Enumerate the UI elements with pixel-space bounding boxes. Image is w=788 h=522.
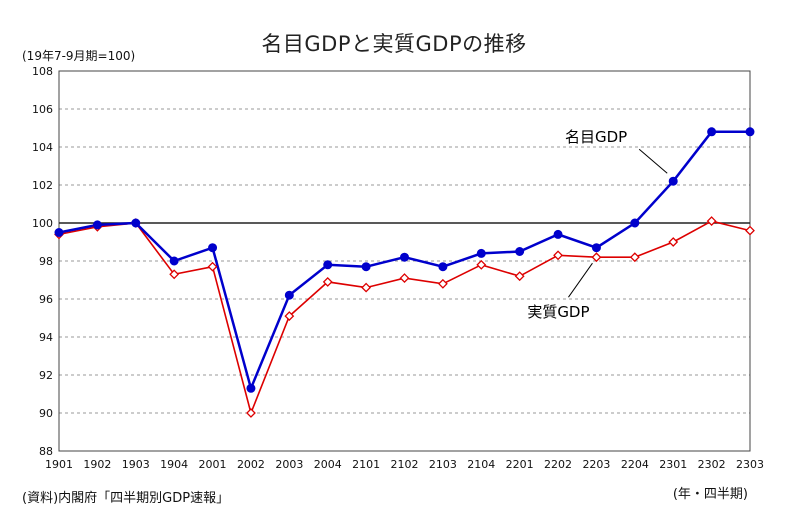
data-point-nominal-gdp [131, 218, 141, 228]
data-point-real-gdp [437, 278, 448, 289]
y-tick-label: 98 [39, 255, 53, 268]
x-tick-label: 2003 [275, 458, 303, 471]
x-tick-label: 1903 [122, 458, 150, 471]
y-tick-label: 100 [32, 217, 53, 230]
data-point-real-gdp [284, 311, 295, 322]
x-tick-label: 2202 [544, 458, 572, 471]
x-axis-unit-label: (年・四半期) [672, 487, 748, 502]
annotation-label-real-gdp: 実質GDP [527, 303, 589, 321]
data-point-nominal-gdp [591, 243, 601, 253]
data-point-real-gdp [361, 282, 372, 293]
data-point-nominal-gdp [92, 220, 102, 230]
x-tick-label: 2204 [621, 458, 649, 471]
x-tick-label: 2201 [506, 458, 534, 471]
annotation-leader-nominal [638, 148, 668, 174]
x-tick-label: 2001 [199, 458, 227, 471]
data-point-nominal-gdp [400, 252, 409, 262]
source-label: (資料)内閣府「四半期別GDP速報」 [22, 491, 230, 506]
y-tick-label: 92 [39, 369, 53, 382]
y-tick-label: 104 [32, 141, 53, 154]
plot-frame [58, 70, 751, 452]
data-point-real-gdp [745, 225, 755, 236]
data-point-nominal-gdp [438, 262, 448, 272]
x-tick-label: 2203 [582, 458, 610, 471]
data-point-real-gdp [514, 271, 525, 282]
data-point-real-gdp [476, 259, 487, 270]
data-point-real-gdp [553, 250, 563, 261]
y-tick-label: 96 [39, 293, 53, 306]
x-tick-label: 2103 [429, 458, 457, 471]
data-point-real-gdp [399, 273, 410, 284]
data-point-nominal-gdp [169, 256, 179, 266]
y-tick-label: 88 [39, 445, 53, 458]
x-tick-label: 2101 [352, 458, 380, 471]
data-point-nominal-gdp [323, 260, 333, 270]
data-point-real-gdp [629, 252, 640, 263]
data-point-nominal-gdp [668, 176, 678, 186]
annotation-leader-real [568, 262, 593, 298]
data-point-real-gdp [591, 252, 602, 263]
data-point-nominal-gdp [246, 383, 256, 393]
y-tick-label: 94 [39, 331, 53, 344]
data-point-nominal-gdp [515, 247, 525, 256]
data-point-nominal-gdp [745, 127, 755, 137]
data-point-real-gdp [322, 276, 333, 287]
data-point-nominal-gdp [553, 229, 563, 239]
x-tick-label: 2303 [736, 458, 764, 471]
x-tick-label: 2104 [467, 458, 495, 471]
data-point-real-gdp [207, 261, 218, 272]
data-point-nominal-gdp [54, 228, 64, 237]
data-point-real-gdp [169, 269, 180, 280]
data-point-nominal-gdp [208, 243, 218, 253]
x-tick-label: 2301 [659, 458, 687, 471]
data-point-nominal-gdp [630, 218, 640, 228]
annotation-label-nominal-gdp: 名目GDP [565, 128, 627, 146]
y-tick-label: 102 [32, 179, 53, 192]
x-tick-label: 2004 [314, 458, 342, 471]
x-tick-label: 2302 [698, 458, 726, 471]
data-point-nominal-gdp [284, 290, 294, 300]
y-tick-label: 106 [32, 103, 53, 116]
x-tick-label: 2102 [391, 458, 419, 471]
data-point-real-gdp [246, 408, 256, 418]
x-tick-label: 1902 [83, 458, 111, 471]
data-point-nominal-gdp [707, 127, 717, 137]
x-tick-label: 2002 [237, 458, 265, 471]
y-tick-label: 108 [32, 65, 53, 78]
data-point-nominal-gdp [361, 262, 371, 272]
y-tick-label: 90 [39, 407, 53, 420]
x-tick-label: 1904 [160, 458, 188, 471]
y-axis-unit-label: (19年7-9月期=100) [22, 49, 136, 63]
data-point-real-gdp [706, 216, 717, 227]
data-point-nominal-gdp [476, 248, 486, 258]
x-tick-label: 1901 [45, 458, 73, 471]
chart-title: 名目GDPと実質GDPの推移 [261, 32, 527, 56]
data-point-real-gdp [668, 237, 679, 247]
